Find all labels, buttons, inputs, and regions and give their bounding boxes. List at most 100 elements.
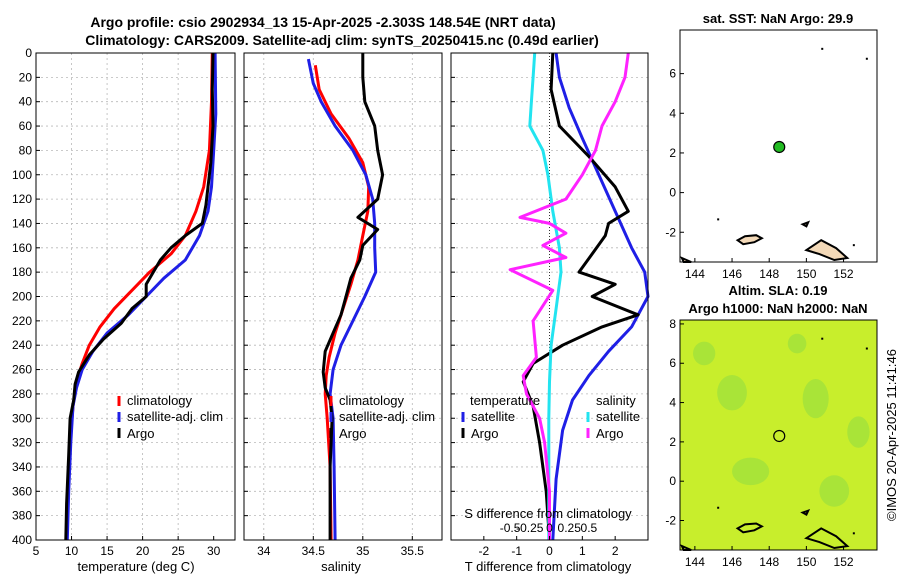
title-line-2: Climatology: CARS2009. Satellite-adj cli…: [85, 32, 599, 48]
island-speck: [821, 47, 824, 50]
y-tick-label: 40: [19, 95, 33, 109]
y-tick-label: 340: [12, 460, 32, 474]
y-tick-label: 2: [669, 435, 676, 449]
y-tick-label: 360: [12, 484, 32, 498]
y-tick-label: 380: [12, 509, 32, 523]
legend-label-climatology: climatology: [127, 393, 193, 408]
x-tick-label: 35: [356, 544, 370, 558]
coastline: [800, 508, 811, 516]
s-diff-tick-label: 0: [546, 521, 553, 535]
series-line-s-argo: [508, 52, 630, 540]
x-tick-label: 150: [796, 267, 816, 281]
island-speck: [717, 218, 720, 221]
series-line-t-argo: [521, 52, 640, 541]
x-tick-label: 34: [257, 544, 271, 558]
y-tick-label: 0: [669, 186, 676, 200]
island-speck: [852, 244, 855, 247]
s-diff-tick-label: -0.5: [500, 521, 521, 535]
y-tick-label: 60: [19, 119, 33, 133]
sla-map-title-1: Altim. SLA: 0.19: [729, 283, 828, 298]
y-tick-label: 8: [669, 317, 676, 331]
x-tick-label: 146: [722, 555, 742, 569]
temperature-panel: 0 20 40 60 80 100 120 140 160 180 200 220 240 260 280 3…: [12, 46, 236, 558]
legend-label-satellite: satellite-adj. clim: [127, 409, 223, 424]
salinity-legend: climatology satellite-adj. clim Argo: [329, 393, 435, 441]
coastline: [735, 234, 764, 246]
legend-title-salinity: salinity: [596, 393, 636, 408]
y-tick-label: 2: [669, 146, 676, 160]
y-tick-label: 6: [669, 67, 676, 81]
legend-label-argo: Argo: [127, 426, 154, 441]
x-tick-label: 150: [796, 555, 816, 569]
temperature-legend: climatology satellite-adj. clim Argo: [117, 393, 223, 441]
series-line-argo: [321, 53, 385, 540]
y-tick-label: 120: [12, 192, 32, 206]
island-speck: [865, 347, 868, 350]
x-tick-label: 20: [136, 544, 150, 558]
legend-label-satellite: satellite-adj. clim: [339, 409, 435, 424]
map-frame: [679, 319, 878, 551]
sla-patch: [802, 378, 829, 419]
y-tick-label: 100: [12, 168, 32, 182]
argo-position-marker: [773, 429, 786, 443]
difference-xlabel: T difference from climatology: [465, 559, 632, 574]
island-speck: [821, 337, 824, 340]
x-tick-label: 0: [546, 544, 553, 558]
x-tick-label: 144: [685, 555, 705, 569]
s-diff-tick-label: -0.25: [516, 521, 544, 535]
y-tick-label: -2: [665, 225, 676, 239]
y-tick-label: 300: [12, 411, 32, 425]
x-tick-label: 15: [100, 544, 114, 558]
island-speck: [865, 57, 868, 60]
argo-position-marker: [773, 140, 786, 154]
island-speck: [852, 532, 855, 535]
salinity-panel: 34 34.5 35 35.5: [243, 52, 443, 558]
x-tick-label: -1: [511, 544, 522, 558]
y-tick-label: 0: [669, 474, 676, 488]
x-tick-label: 30: [207, 544, 221, 558]
x-tick-label: 146: [722, 267, 742, 281]
axes-frame: [243, 52, 443, 541]
y-tick-label: 4: [669, 396, 676, 410]
sst-map-title: sat. SST: NaN Argo: 29.9: [703, 11, 854, 26]
x-tick-label: 10: [65, 544, 79, 558]
series-line-t-satellite: [551, 52, 650, 541]
sla-patch: [717, 375, 747, 411]
s-diff-tick-label: 0.5: [581, 521, 598, 535]
y-tick-label: 4: [669, 106, 676, 120]
y-tick-label: 260: [12, 363, 32, 377]
x-tick-label: 5: [33, 544, 40, 558]
coastline: [679, 256, 692, 263]
coastline: [804, 239, 850, 262]
y-tick-label: -2: [665, 514, 676, 528]
y-tick-label: 160: [12, 241, 32, 255]
y-tick-label: 240: [12, 338, 32, 352]
x-tick-label: 25: [171, 544, 185, 558]
sla-patch: [819, 475, 850, 507]
x-tick-label: 34.5: [302, 544, 326, 558]
temperature-xlabel: temperature (deg C): [77, 559, 194, 574]
y-tick-label: 0: [25, 46, 32, 60]
y-tick-label: 400: [12, 533, 32, 547]
map-frame: [679, 29, 878, 263]
salinity-xlabel: salinity: [321, 559, 361, 574]
difference-top-label: S difference from climatology: [464, 506, 632, 521]
legend-label-s-argo: Argo: [596, 426, 623, 441]
y-tick-label: 140: [12, 216, 32, 230]
y-tick-label: 200: [12, 290, 32, 304]
y-tick-label: 180: [12, 265, 32, 279]
sla-map-title-2: Argo h1000: NaN h2000: NaN: [688, 301, 867, 316]
coastline: [735, 522, 764, 534]
x-tick-label: 2: [612, 544, 619, 558]
difference-legend: temperature salinity satellite Argo sate…: [461, 393, 640, 441]
series-line-climatology: [65, 52, 214, 541]
legend-label-s-satellite: satellite: [596, 409, 640, 424]
coastline: [804, 527, 850, 550]
coastline: [800, 220, 811, 228]
x-tick-label: 148: [759, 555, 779, 569]
y-tick-label: 220: [12, 314, 32, 328]
y-tick-label: 80: [19, 143, 33, 157]
sla-patch: [847, 416, 870, 448]
legend-label-t-argo: Argo: [471, 426, 498, 441]
x-tick-label: -2: [478, 544, 489, 558]
